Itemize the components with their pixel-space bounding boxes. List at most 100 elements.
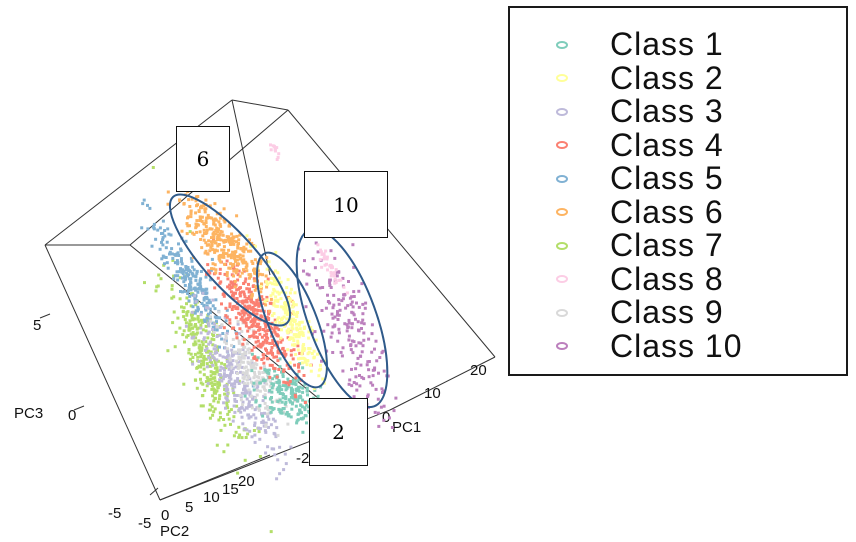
data-point [259,345,263,349]
data-point [194,275,198,279]
legend-label: Class 10 [610,327,743,364]
data-point [243,366,246,370]
data-point [231,326,234,330]
data-point [194,288,198,292]
data-point [347,318,351,322]
data-point [316,283,319,287]
data-point [332,303,336,307]
data-point [187,351,191,355]
data-point [240,259,244,263]
data-point [271,282,274,286]
data-point [239,247,243,250]
data-point [231,305,235,309]
data-point [244,321,248,325]
data-point [298,410,302,414]
data-point [161,219,165,223]
data-point [329,249,333,253]
data-point [316,243,320,247]
data-point [338,308,342,312]
data-point [185,222,189,226]
data-point [288,322,292,326]
data-point [322,329,326,333]
data-point [237,425,241,429]
data-point [208,278,212,282]
data-point [273,369,277,373]
data-point [274,279,278,283]
data-point [161,243,165,247]
data-point [255,300,259,304]
data-point [314,241,318,245]
data-point [296,348,300,352]
data-point [195,230,199,234]
data-point [297,357,300,361]
data-point [200,346,204,350]
data-point [225,374,229,377]
data-point [215,320,218,324]
data-point [214,363,218,367]
pc1-axis-label: PC1 [392,419,421,436]
data-point [180,262,184,266]
data-point [205,287,209,291]
data-point [233,385,237,389]
data-point [262,365,266,369]
data-point [276,155,280,159]
data-point [262,421,266,425]
data-point [252,244,256,248]
data-point [184,321,188,325]
data-point [214,268,218,272]
data-point [214,232,218,236]
data-point [275,158,279,161]
data-point [276,458,280,462]
data-point [236,471,240,475]
data-point [213,379,217,383]
data-point [219,260,223,264]
data-point [333,281,337,285]
data-point [268,375,272,379]
data-point [239,370,242,374]
data-point [170,247,174,251]
data-point [378,356,382,359]
data-point [269,143,272,147]
data-point [225,332,229,335]
data-point [272,355,276,359]
data-point [252,345,256,349]
data-point [270,390,274,394]
data-point [280,322,283,326]
data-point [237,435,241,439]
data-point [274,435,278,439]
data-point [349,348,353,352]
data-point [206,213,210,217]
data-point [232,297,236,301]
data-point [218,258,222,262]
data-point [276,386,280,390]
data-point [226,388,230,392]
data-point [254,308,257,312]
data-point [244,311,248,315]
legend-item: Class 9 [510,296,846,329]
data-point [267,371,271,375]
data-point [148,206,152,210]
data-point [278,472,282,476]
data-point [221,332,225,335]
data-point [222,401,226,405]
data-point [225,315,229,319]
data-point [258,262,262,266]
data-point [333,324,337,328]
data-point [209,377,213,381]
data-point [370,350,374,354]
data-point [286,414,290,418]
data-point [267,260,271,264]
data-point [205,362,209,366]
data-point [202,222,206,226]
data-point [278,365,282,369]
data-point [211,321,215,325]
data-point [247,402,251,406]
data-point [186,310,190,314]
data-point [246,348,250,352]
data-point [381,391,384,394]
data-point [253,279,257,283]
data-point [269,410,273,414]
data-point [347,280,350,283]
data-point [200,219,204,223]
data-point [271,408,275,412]
